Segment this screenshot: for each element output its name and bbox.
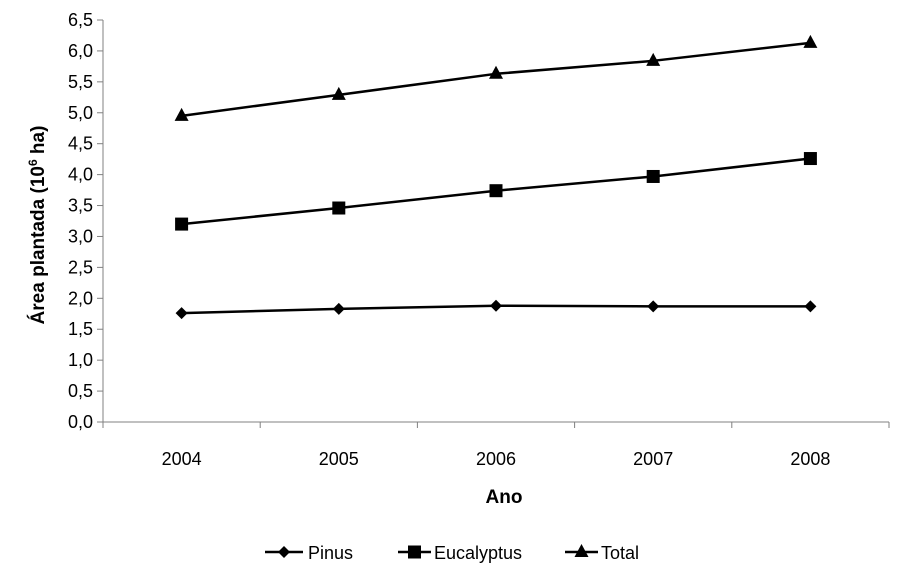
x-tick-label: 2007 (633, 449, 673, 469)
series-lines (174, 34, 818, 320)
data-point-eucalyptus (175, 217, 189, 231)
y-axis-title-superscript: 6 (26, 159, 40, 166)
y-axis: 0,0 0,5 1,0 1,5 2,0 2,5 3,0 3,5 4,0 4,5 5,0 5,5 6,0 6… (68, 10, 104, 432)
series-pinus (175, 299, 817, 320)
x-tick-label: 2005 (319, 449, 359, 469)
x-tick-label: 2004 (162, 449, 202, 469)
x-tick-label: 2006 (476, 449, 516, 469)
data-point-pinus (647, 300, 660, 313)
legend-label: Pinus (308, 543, 353, 563)
y-tick-label: 0,5 (68, 381, 93, 401)
y-tick-label: 6,0 (68, 41, 93, 61)
legend: Pinus Eucalyptus Total (265, 543, 639, 563)
data-point-pinus (175, 307, 188, 320)
x-tick-label: 2008 (790, 449, 830, 469)
data-point-eucalyptus (332, 201, 346, 215)
legend-label: Total (601, 543, 639, 563)
legend-item-total: Total (565, 543, 639, 563)
legend-item-pinus: Pinus (265, 543, 353, 563)
data-point-total (803, 34, 818, 48)
y-axis-title-main: Área plantada (10 (27, 166, 49, 324)
data-point-pinus (804, 300, 817, 313)
series-eucalyptus (175, 152, 817, 231)
y-tick-label: 1,0 (68, 350, 93, 370)
x-axis: 2004 2005 2006 2007 2008 (102, 421, 890, 469)
data-point-total (331, 86, 346, 100)
legend-item-eucalyptus: Eucalyptus (398, 543, 522, 563)
series-line-total (181, 41, 811, 118)
y-tick-label: 3,0 (68, 226, 93, 246)
data-point-total (646, 52, 661, 66)
data-point-pinus (332, 302, 345, 315)
x-axis-title: Ano (486, 487, 523, 508)
legend-marker-diamond (278, 546, 290, 558)
data-point-total (174, 107, 189, 121)
legend-label: Eucalyptus (434, 543, 522, 563)
y-tick-label: 2,0 (68, 288, 93, 308)
y-axis-title: Área plantada (106 ha) (26, 126, 49, 325)
data-point-eucalyptus (489, 184, 503, 198)
y-tick-label: 3,5 (68, 196, 93, 216)
data-point-eucalyptus (803, 152, 817, 166)
series-total (174, 34, 818, 121)
y-tick-label: 2,5 (68, 257, 93, 277)
legend-marker-square (408, 545, 421, 559)
y-tick-label: 5,5 (68, 72, 93, 92)
legend-marker-triangle (574, 544, 589, 557)
y-axis-title-end: ha) (28, 126, 49, 160)
y-tick-label: 4,5 (68, 134, 93, 154)
y-tick-label: 0,0 (68, 412, 93, 432)
y-tick-label: 1,5 (68, 319, 93, 339)
y-tick-label: 4,0 (68, 165, 93, 185)
data-point-eucalyptus (646, 169, 660, 183)
y-tick-label: 5,0 (68, 103, 93, 123)
y-tick-label: 6,5 (68, 10, 93, 30)
data-point-pinus (490, 299, 502, 312)
data-point-total (489, 65, 503, 79)
